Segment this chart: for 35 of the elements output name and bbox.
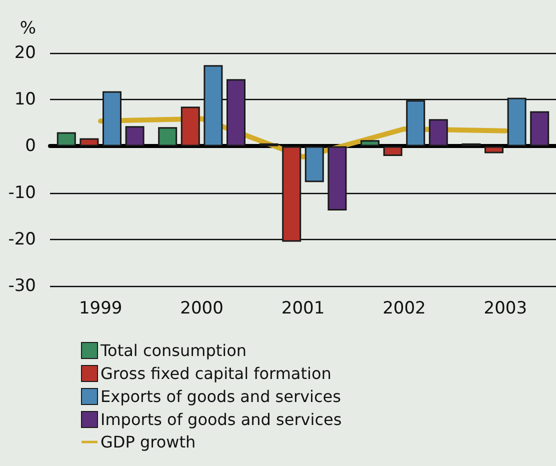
legend-label: Imports of goods and services (100, 410, 342, 429)
bar (125, 126, 144, 146)
bar (360, 140, 380, 146)
bar (328, 146, 347, 211)
bar (406, 100, 426, 146)
x-tick-label: 1999 (78, 298, 122, 318)
legend-label: Exports of goods and services (100, 387, 341, 406)
bar (102, 91, 122, 146)
bar (226, 79, 246, 146)
y-tick-label: -30 (8, 276, 36, 296)
y-tick-label: -20 (8, 229, 36, 250)
bar (530, 111, 550, 146)
bar (484, 146, 504, 154)
x-tick-label: 2002 (382, 298, 426, 318)
legend-label: Gross fixed capital formation (100, 364, 332, 383)
x-tick-label: 2003 (484, 298, 528, 318)
bar (204, 65, 223, 146)
legend-label: GDP growth (100, 432, 196, 452)
bar (80, 138, 99, 146)
y-tick-label: 20 (14, 43, 36, 63)
bar (383, 146, 402, 156)
y-axis-title: % (20, 18, 36, 38)
y-tick-label: 0 (25, 136, 36, 156)
legend-label: Total consumption (100, 341, 247, 360)
bar (507, 98, 526, 146)
x-tick-label: 2001 (281, 298, 325, 318)
bar (304, 146, 324, 182)
y-tick-label: -10 (8, 182, 36, 203)
y-tick-label: 10 (14, 90, 36, 110)
bar (282, 146, 302, 242)
bar (56, 132, 76, 146)
bar (428, 119, 448, 146)
bar (180, 106, 200, 146)
bar (158, 127, 178, 146)
x-tick-label: 2000 (180, 298, 224, 318)
